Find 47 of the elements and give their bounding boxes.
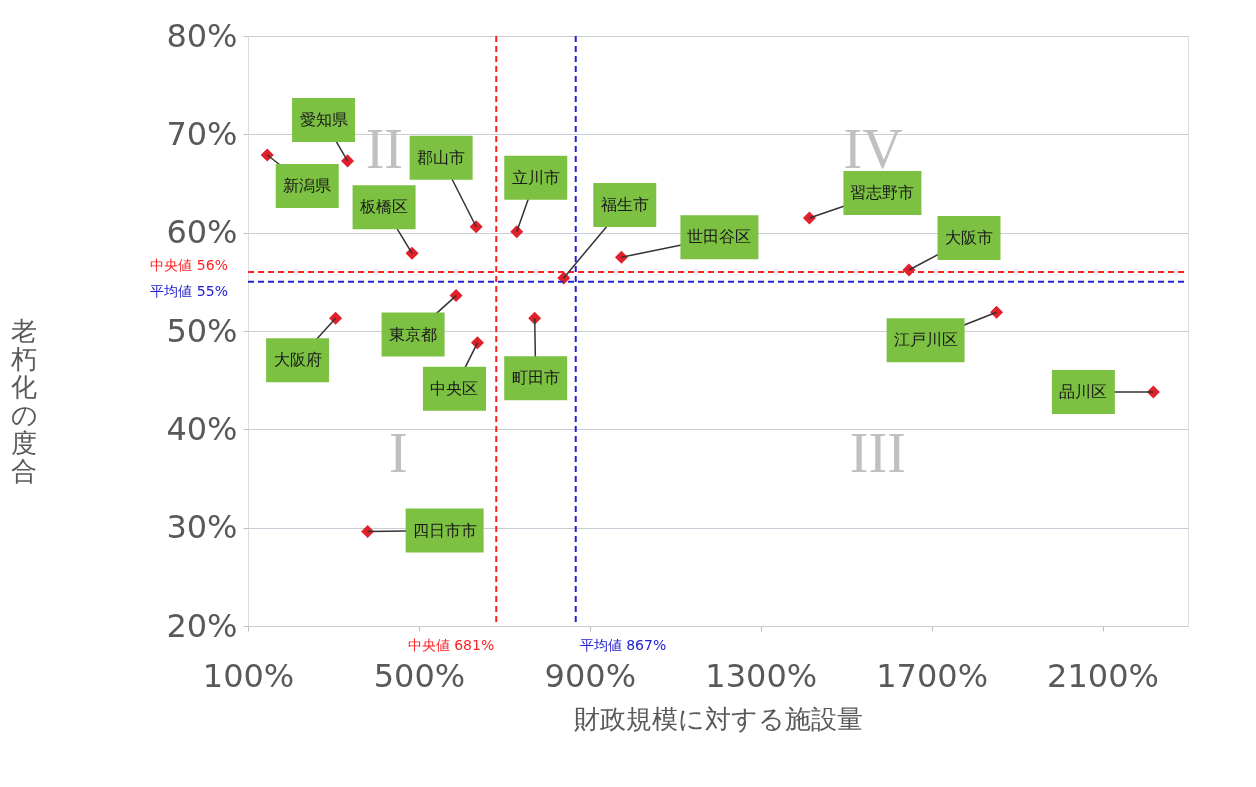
y-tick-label: 40% <box>166 409 238 448</box>
point <box>528 311 542 325</box>
annotation: 郡山市 <box>417 147 466 167</box>
point <box>361 525 375 539</box>
annotation: 福生市 <box>600 194 649 214</box>
y-tick-label: 80% <box>166 16 238 55</box>
annotation: 習志野市 <box>850 182 915 202</box>
annotation: I <box>389 421 408 484</box>
annotation: 大阪府 <box>273 350 322 370</box>
annotation: 町田市 <box>511 368 560 388</box>
annotation: 品川区 <box>1059 381 1108 401</box>
annotation: 愛知県 <box>299 109 348 129</box>
x-axis-title: 財政規模に対する施設量 <box>574 703 863 734</box>
x-tick-label: 100% <box>202 656 295 695</box>
y-tick-label: 70% <box>166 114 238 153</box>
annotation: 立川市 <box>511 167 560 187</box>
annotation: 新潟県 <box>283 175 332 195</box>
point <box>802 211 816 225</box>
annotation: 四日市市 <box>412 520 477 540</box>
ref-line-label: 中央値 681% <box>407 637 495 653</box>
point <box>469 220 483 234</box>
x-tick-label: 2100% <box>1047 656 1159 695</box>
y-axis-title: 老朽化の度合 <box>10 315 38 486</box>
annotation: 中央区 <box>430 378 479 398</box>
annotation: II <box>365 118 403 181</box>
annotation: 板橋区 <box>359 197 409 217</box>
annotation: 世田谷区 <box>687 227 752 247</box>
ref-line-label: 中央値 56% <box>150 257 228 273</box>
y-tick-label: 50% <box>166 311 238 350</box>
annotation: III <box>849 421 906 484</box>
point <box>470 336 484 350</box>
y-tick-label: 20% <box>166 606 238 645</box>
ref-line-label: 平均値 55% <box>150 282 228 299</box>
annotation: IV <box>843 118 903 181</box>
ref-line-label: 平均値 867% <box>579 637 667 653</box>
annotation: 大阪市 <box>944 228 993 248</box>
x-tick-label: 900% <box>544 656 637 695</box>
annotation: 東京都 <box>389 324 438 344</box>
x-tick-label: 1300% <box>705 656 818 695</box>
y-tick-label: 30% <box>166 508 238 547</box>
x-tick-label: 500% <box>373 656 466 695</box>
point <box>341 154 355 168</box>
y-tick-label: 60% <box>166 213 238 252</box>
point <box>449 289 463 303</box>
point <box>260 148 274 162</box>
annotation: 江戸川区 <box>893 330 958 350</box>
x-tick-label: 1700% <box>876 656 989 695</box>
